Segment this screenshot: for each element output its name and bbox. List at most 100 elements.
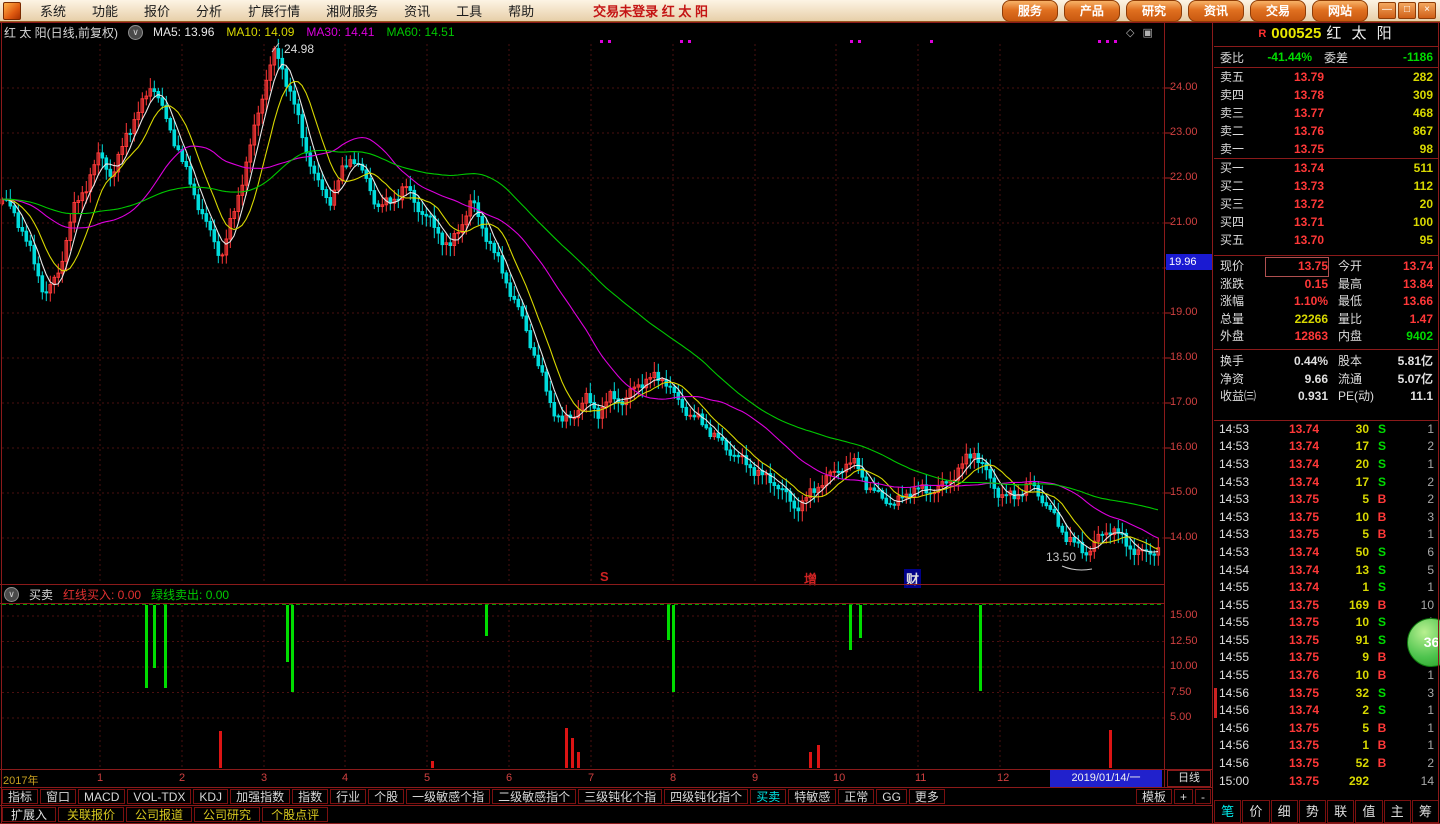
price-axis-label: 15.00 xyxy=(1170,486,1198,498)
indicator-tab[interactable]: 正常 xyxy=(838,789,875,804)
indicator-tab[interactable]: 三级钝化个指 xyxy=(578,789,663,804)
ma-label: MA5: 13.96 xyxy=(153,25,215,39)
low-price-label: 13.50 xyxy=(1046,550,1077,564)
scrollbar-thumb[interactable] xyxy=(1214,688,1217,718)
minimize-button[interactable]: — xyxy=(1378,2,1396,19)
tick-price: 13.75 xyxy=(1288,597,1319,612)
indicator-tab[interactable]: VOL-TDX xyxy=(127,789,192,804)
quick-button[interactable]: 服务 xyxy=(1001,0,1058,22)
quick-button[interactable]: 资讯 xyxy=(1187,0,1244,22)
indicator-tab[interactable]: 特敏感 xyxy=(788,789,837,804)
order-book-row: 卖三 13.77 468 xyxy=(1214,104,1439,122)
quick-button[interactable]: 研究 xyxy=(1125,0,1182,22)
indicator-tab[interactable]: MACD xyxy=(78,789,126,804)
indicator-tab[interactable]: GG xyxy=(876,789,907,804)
level-label: 买一 xyxy=(1220,161,1245,175)
level-volume: 867 xyxy=(1412,124,1433,138)
menu-item[interactable]: 分析 xyxy=(196,3,223,19)
tick-count: 2 xyxy=(1427,474,1434,489)
quote-panel-tab[interactable]: 主 xyxy=(1383,800,1411,823)
tick-volume: 5 xyxy=(1362,720,1369,735)
tick-row: 14:53 13.75 5 B 1 xyxy=(1214,526,1439,544)
indicator-tab[interactable]: 指数 xyxy=(292,789,329,804)
status-tab[interactable]: 扩展入 xyxy=(2,807,57,822)
tick-count: 6 xyxy=(1427,544,1434,559)
restore-button[interactable]: □ xyxy=(1398,2,1416,19)
quick-button[interactable]: 产品 xyxy=(1063,0,1120,22)
quote-panel-tab[interactable]: 笔 xyxy=(1214,800,1242,823)
status-tab[interactable]: 公司研究 xyxy=(194,807,261,822)
tick-count: 1 xyxy=(1427,703,1434,718)
tab-tool-button[interactable]: 模板 xyxy=(1135,789,1172,804)
tick-side: B xyxy=(1377,509,1387,524)
diamond-icon[interactable]: ◇ xyxy=(1126,27,1135,39)
menu-item[interactable]: 工具 xyxy=(456,3,483,19)
chevron-down-icon[interactable]: ∨ xyxy=(128,24,143,40)
peak-price-label: 24.98 xyxy=(284,42,315,56)
quick-button[interactable]: 网站 xyxy=(1311,0,1368,22)
status-tab[interactable]: 关联报价 xyxy=(58,807,125,822)
tab-tool-button[interactable]: + xyxy=(1173,789,1193,804)
tick-side: S xyxy=(1377,544,1386,559)
indicator-tab[interactable]: 加强指数 xyxy=(230,789,291,804)
stat-value: 12863 xyxy=(1294,329,1328,344)
ma-label: MA10: 14.09 xyxy=(226,25,295,39)
tick-volume: 17 xyxy=(1355,474,1369,489)
tick-count: 1 xyxy=(1427,456,1434,471)
level-price: 13.70 xyxy=(1293,233,1324,247)
indicator-tab[interactable]: 更多 xyxy=(908,789,945,804)
panel-layout-icon[interactable]: ▣ xyxy=(1142,27,1153,39)
quote-panel-tab[interactable]: 筹 xyxy=(1411,800,1439,823)
quote-panel-tab[interactable]: 值 xyxy=(1355,800,1383,823)
quote-panel-tab[interactable]: 细 xyxy=(1270,800,1298,823)
stat-label: 量比 xyxy=(1338,311,1363,326)
tick-side: B xyxy=(1377,668,1387,683)
indicator-tab[interactable]: 行业 xyxy=(330,789,367,804)
menu-item[interactable]: 扩展行情 xyxy=(248,3,301,19)
chevron-down-icon[interactable]: ∨ xyxy=(4,586,19,602)
indicator-tab[interactable]: 买卖 xyxy=(750,789,787,804)
indicator-tab[interactable]: 二级敏感指个 xyxy=(492,789,577,804)
level-label: 卖二 xyxy=(1220,124,1245,138)
tick-time: 14:55 xyxy=(1219,632,1250,647)
chart-watermark: 财 xyxy=(904,569,922,588)
level-volume: 511 xyxy=(1413,161,1433,175)
quote-panel-tab[interactable]: 联 xyxy=(1327,800,1355,823)
indicator-tab[interactable]: 一级敏感个指 xyxy=(406,789,491,804)
tick-row: 14:55 13.74 1 S 1 xyxy=(1214,579,1439,597)
tab-tool-button[interactable]: - xyxy=(1195,789,1211,804)
stat-value: 1.10% xyxy=(1293,294,1328,309)
menu-item[interactable]: 资讯 xyxy=(404,3,431,19)
tick-count: 2 xyxy=(1427,439,1434,454)
indicator-tab[interactable]: 指标 xyxy=(2,789,39,804)
menu-item[interactable]: 系统 xyxy=(40,3,67,19)
status-tab[interactable]: 公司报道 xyxy=(126,807,193,822)
indicator-tab[interactable]: 个股 xyxy=(368,789,405,804)
status-tab[interactable]: 个股点评 xyxy=(262,807,329,822)
tick-volume: 169 xyxy=(1348,597,1369,612)
period-selector[interactable]: 日线 xyxy=(1167,770,1211,787)
tick-time: 14:56 xyxy=(1219,703,1250,718)
order-book-row: 卖四 13.78 309 xyxy=(1214,86,1439,104)
close-button[interactable]: × xyxy=(1418,2,1436,19)
indicator-tab[interactable]: 窗口 xyxy=(40,789,77,804)
quote-panel-tab[interactable]: 价 xyxy=(1242,800,1270,823)
tick-price: 13.75 xyxy=(1288,720,1319,735)
menu-item[interactable]: 报价 xyxy=(144,3,171,19)
menu-item[interactable]: 湘财服务 xyxy=(326,3,379,19)
quick-button[interactable]: 交易 xyxy=(1249,0,1306,22)
menu-item[interactable]: 功能 xyxy=(92,3,119,19)
indicator-tab[interactable]: KDJ xyxy=(193,789,229,804)
tick-count: 3 xyxy=(1427,509,1434,524)
quote-stats: 现价 13.75 今开 13.74 涨跌 0.15 最高 13.84 涨幅 1.10% 最低 13.6… xyxy=(1214,255,1439,406)
menu-item[interactable]: 帮助 xyxy=(508,3,535,19)
indicator-tab[interactable]: 四级钝化指个 xyxy=(664,789,749,804)
quote-panel-tab[interactable]: 势 xyxy=(1298,800,1326,823)
x-axis-month-label: 5 xyxy=(424,772,431,784)
stat-label: 最低 xyxy=(1338,294,1363,309)
divider xyxy=(0,769,1213,770)
floating-assistant-badge[interactable]: 36 xyxy=(1407,618,1440,667)
quote-stat-row: 涨幅 1.10% 最低 13.66 xyxy=(1214,293,1439,311)
tick-volume: 1 xyxy=(1362,738,1369,753)
